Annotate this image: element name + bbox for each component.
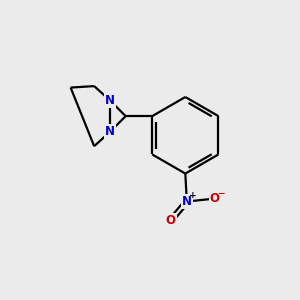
Text: O: O xyxy=(210,192,220,205)
Text: O: O xyxy=(166,214,176,227)
Text: N: N xyxy=(105,94,116,107)
Text: N: N xyxy=(182,195,192,208)
Text: +: + xyxy=(190,190,197,200)
Text: N: N xyxy=(105,125,116,138)
Text: −: − xyxy=(218,189,225,198)
